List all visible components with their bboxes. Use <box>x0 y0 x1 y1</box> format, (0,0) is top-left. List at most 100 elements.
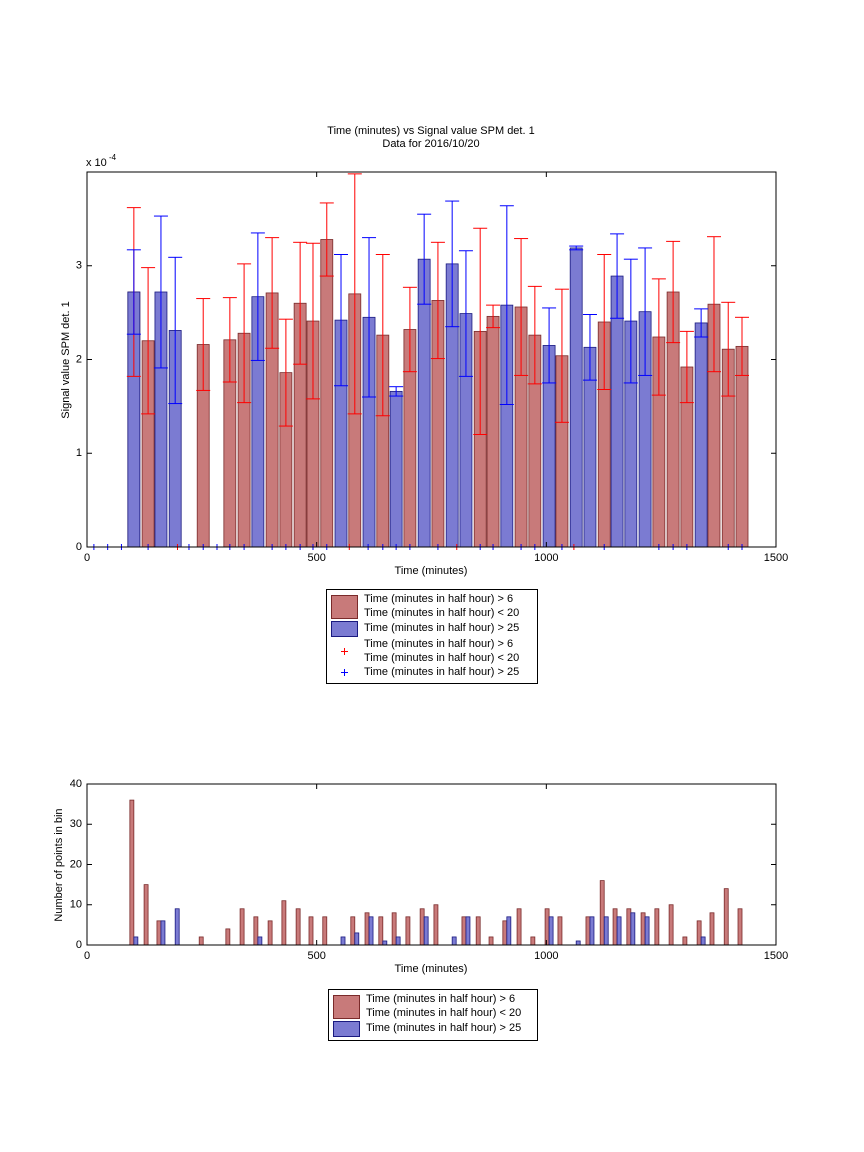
bar <box>626 908 632 946</box>
bar <box>368 916 374 946</box>
error-bar <box>196 298 211 391</box>
bar <box>569 247 583 548</box>
x-tick-label: 500 <box>307 552 325 564</box>
bar <box>174 908 180 946</box>
y-tick-label: 2 <box>76 353 82 365</box>
bar <box>133 936 139 946</box>
legend-entry: Time (minutes in half hour) > 6 Time (mi… <box>331 638 533 665</box>
bar <box>143 884 149 946</box>
bar <box>257 936 263 946</box>
error-bar <box>638 247 653 376</box>
bar <box>700 936 706 946</box>
error-bar <box>278 318 293 427</box>
x-tick-label: 1000 <box>534 950 558 962</box>
legend-label: Time (minutes in half hour) > 6 Time (mi… <box>364 593 520 619</box>
error-bar <box>293 241 308 365</box>
error-bar <box>347 173 362 415</box>
error-bar <box>694 308 709 338</box>
legend-entry: Time (minutes in half hour) > 25 <box>333 1021 533 1037</box>
error-bar <box>473 227 488 435</box>
bar <box>281 900 287 946</box>
y-tick-label: 0 <box>76 541 82 553</box>
bar <box>461 916 467 946</box>
y-axis-label: Number of points in bin <box>53 808 65 921</box>
error-bar <box>417 213 432 305</box>
bar <box>267 920 273 946</box>
bar <box>599 880 605 946</box>
y-tick-label: 0 <box>76 939 82 951</box>
legend-entry: Time (minutes in half hour) > 6 Time (mi… <box>331 593 533 620</box>
bar <box>694 322 708 548</box>
error-bar <box>126 249 141 335</box>
bar <box>239 908 245 946</box>
legend-patch <box>331 621 358 637</box>
bar <box>612 908 618 946</box>
bar <box>354 932 360 946</box>
bar <box>433 904 439 946</box>
error-bar <box>651 278 666 396</box>
error-bar <box>389 386 404 397</box>
legend-patch <box>333 1021 360 1037</box>
bar <box>616 916 622 946</box>
plot-area <box>90 173 750 550</box>
legend-patch <box>333 994 360 1019</box>
legend-label: Time (minutes in half hour) > 25 <box>364 666 520 678</box>
error-bar <box>623 258 638 384</box>
error-bar <box>319 202 334 277</box>
x-tick-label: 0 <box>84 950 90 962</box>
bar <box>475 916 481 946</box>
bar <box>320 239 334 548</box>
error-bar <box>402 286 417 373</box>
error-bar <box>375 254 390 417</box>
bar <box>382 940 388 946</box>
error-bar <box>679 330 694 404</box>
chart-title: Time (minutes) vs Signal value SPM det. … <box>327 125 534 137</box>
x-axis-label: Time (minutes) <box>395 963 468 975</box>
bar <box>423 916 429 946</box>
error-bar <box>445 200 460 328</box>
bar <box>156 920 162 946</box>
error-bar <box>153 215 168 369</box>
error-bar <box>721 301 736 397</box>
y-tick-label: 1 <box>76 447 82 459</box>
bar <box>405 916 411 946</box>
bar <box>378 916 384 946</box>
legend-swatch <box>331 621 358 637</box>
legend-marker <box>341 669 348 677</box>
bar <box>308 916 314 946</box>
error-bar <box>305 242 320 400</box>
legend-label: Time (minutes in half hour) > 25 <box>364 622 520 635</box>
bar <box>544 908 550 946</box>
bar <box>737 908 743 946</box>
legend-swatch <box>331 668 358 677</box>
bar <box>502 920 508 946</box>
y-multiplier-exponent: -4 <box>109 153 117 162</box>
bar <box>350 916 356 946</box>
y-tick-label: 3 <box>76 260 82 272</box>
legend-swatch <box>331 594 358 619</box>
bar <box>340 936 346 946</box>
error-bar <box>250 232 265 361</box>
bar <box>585 916 591 946</box>
bar <box>696 920 702 946</box>
x-axis-label: Time (minutes) <box>395 565 468 577</box>
error-bar <box>168 256 183 405</box>
error-bar <box>222 297 237 383</box>
bar <box>451 936 457 946</box>
error-bar <box>554 288 569 423</box>
bar <box>395 936 401 946</box>
x-tick-label: 1500 <box>764 552 788 564</box>
bar <box>391 912 397 946</box>
bar <box>419 908 425 946</box>
legend-label: Time (minutes in half hour) > 6 Time (mi… <box>364 638 520 664</box>
bar <box>682 936 688 946</box>
bar <box>589 916 595 946</box>
legend-label: Time (minutes in half hour) > 25 <box>366 1022 522 1035</box>
legend-entry: Time (minutes in half hour) > 6 Time (mi… <box>333 993 533 1020</box>
legend: Time (minutes in half hour) > 6 Time (mi… <box>326 589 538 684</box>
error-bar <box>527 285 542 385</box>
y-tick-label: 10 <box>70 899 82 911</box>
chart-subtitle: Data for 2016/10/20 <box>382 138 479 150</box>
error-bar <box>141 267 156 415</box>
error-bar <box>362 237 377 398</box>
